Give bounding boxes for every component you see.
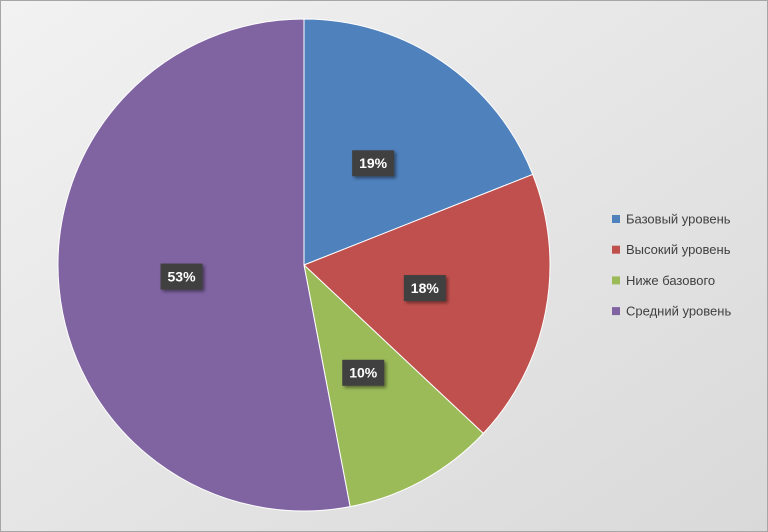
data-label-text: 18% [411,280,440,296]
pie-slice [57,18,351,512]
legend-swatch [612,215,620,223]
data-label-box [403,275,446,302]
legend-swatch [612,245,620,254]
legend-label: Базовый уровень [626,211,731,226]
data-label: 10% [342,359,385,386]
data-label: 53% [160,263,203,290]
data-label-text: 53% [168,268,197,284]
legend-label: Высокий уровень [626,242,731,257]
data-label: 18% [403,275,446,302]
legend: Базовый уровень Высокий уровень Ниже базов… [612,211,731,319]
data-label-box [160,263,203,290]
data-label: 19% [352,150,395,177]
pie [57,18,551,512]
data-label-box [342,359,385,386]
data-labels: 19% 18% 10% 53% [160,150,446,386]
data-label-text: 10% [349,364,378,380]
legend-swatch [612,276,620,285]
pie-slice [303,173,551,435]
pie-slice [303,263,485,508]
pie-slice [303,18,534,266]
legend-label: Средний уровень [626,304,731,319]
legend-swatch [612,307,620,316]
legend-label: Ниже базового [626,273,715,288]
data-label-text: 19% [359,155,388,171]
data-label-box [352,150,395,177]
